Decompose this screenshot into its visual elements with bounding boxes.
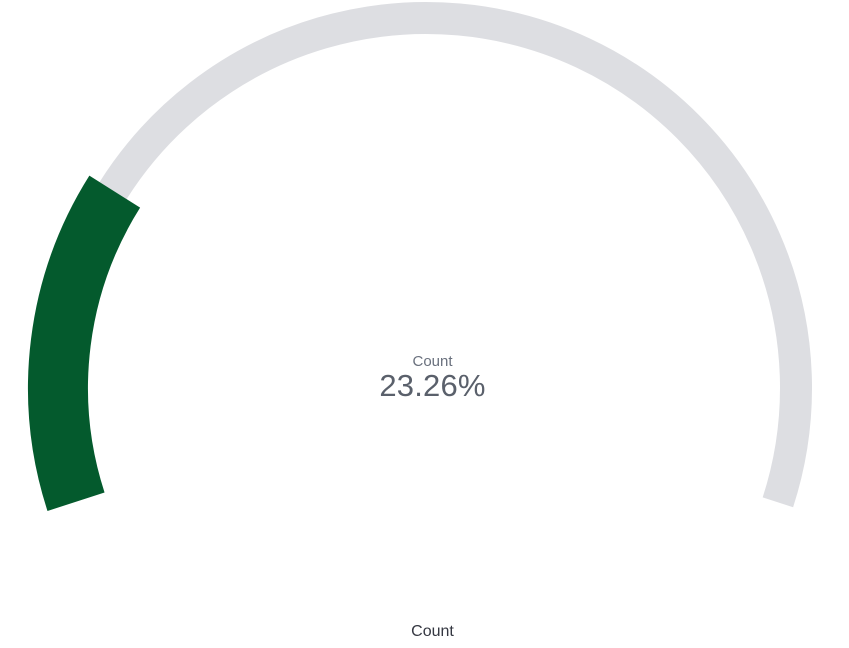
gauge-track-arc: [99, 2, 812, 508]
gauge-value-arc: [28, 175, 141, 511]
gauge-metric-label: Count: [412, 353, 453, 370]
gauge-footer-label: Count: [411, 623, 454, 640]
gauge-value-text: 23.26%: [379, 368, 486, 403]
